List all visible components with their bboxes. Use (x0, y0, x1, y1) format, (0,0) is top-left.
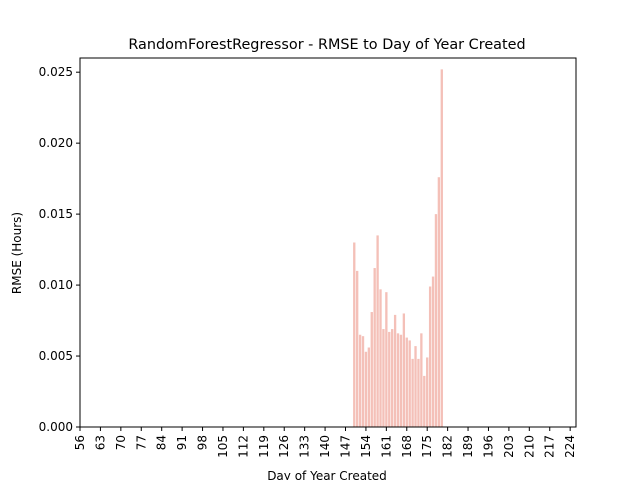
bars-group (353, 69, 443, 427)
y-axis: 0.000 0.005 0.010 0.015 0.020 0.025 (39, 65, 80, 434)
x-tick-label: 70 (114, 435, 128, 450)
bar (428, 286, 432, 427)
bar (388, 331, 391, 427)
x-tick-label: 189 (461, 435, 475, 458)
x-tick-label: 210 (522, 435, 536, 458)
x-tick-label: 154 (359, 435, 373, 458)
bar (373, 268, 376, 427)
y-tick-label: 0.000 (39, 420, 73, 434)
x-tick-label: 119 (257, 435, 271, 458)
bar (361, 336, 365, 427)
x-tick-label: 224 (563, 435, 577, 458)
x-tick-label: 182 (441, 435, 455, 458)
bar (417, 358, 420, 427)
x-tick-label: 91 (175, 435, 189, 450)
x-tick-label: 196 (481, 435, 495, 458)
bar (440, 69, 443, 427)
bar (411, 358, 414, 427)
bar (423, 375, 426, 427)
x-tick-label: 105 (216, 435, 230, 458)
x-tick-label: 161 (379, 435, 393, 458)
x-tick-label: 175 (420, 435, 434, 458)
x-tick-label: 84 (155, 435, 169, 450)
y-tick-label: 0.015 (39, 207, 73, 221)
y-axis-label: RMSE (Hours) (10, 212, 24, 294)
bar (414, 346, 417, 427)
bar (399, 334, 403, 427)
bar (370, 312, 373, 427)
y-tick-label: 0.020 (39, 136, 73, 150)
x-tick-label: 203 (502, 435, 516, 458)
x-tick-label: 217 (543, 435, 557, 458)
bar (382, 329, 385, 427)
x-tick-label: 77 (134, 435, 148, 450)
y-tick-label: 0.005 (39, 349, 73, 363)
bar (356, 270, 359, 427)
plot-frame (79, 57, 577, 428)
x-tick-label: 147 (339, 435, 353, 458)
x-tick-label: 63 (93, 435, 107, 450)
x-tick-label: 133 (298, 435, 312, 458)
bar (431, 276, 435, 427)
bar (358, 334, 362, 427)
bar (393, 314, 397, 427)
bar (364, 351, 368, 427)
x-tick-label: 126 (277, 435, 291, 458)
chart-title: RandomForestRegressor - RMSE to Day of Y… (128, 37, 525, 53)
bar (379, 289, 382, 427)
bar (434, 214, 438, 427)
y-tick-label: 0.010 (39, 278, 73, 292)
y-tick-label: 0.025 (39, 65, 73, 79)
x-tick-label: 98 (196, 435, 210, 450)
x-axis: 56 63 70 77 84 91 98 105 112 119 126 133 140 147 154 16… (73, 427, 577, 458)
bar (391, 329, 394, 427)
bar (396, 333, 400, 427)
bar (353, 242, 356, 427)
bar (376, 235, 379, 427)
x-tick-label: 140 (318, 435, 332, 458)
x-axis-label: Day of Year Created (267, 469, 387, 480)
x-tick-label: 112 (236, 435, 250, 458)
bar (408, 340, 411, 427)
bar (402, 313, 406, 427)
bar (420, 333, 423, 427)
bar (367, 347, 371, 427)
bar (385, 292, 388, 427)
bar (437, 177, 441, 427)
bar (426, 357, 429, 427)
x-tick-label: 168 (400, 435, 414, 458)
x-tick-label: 56 (73, 435, 87, 450)
bar (405, 337, 408, 427)
